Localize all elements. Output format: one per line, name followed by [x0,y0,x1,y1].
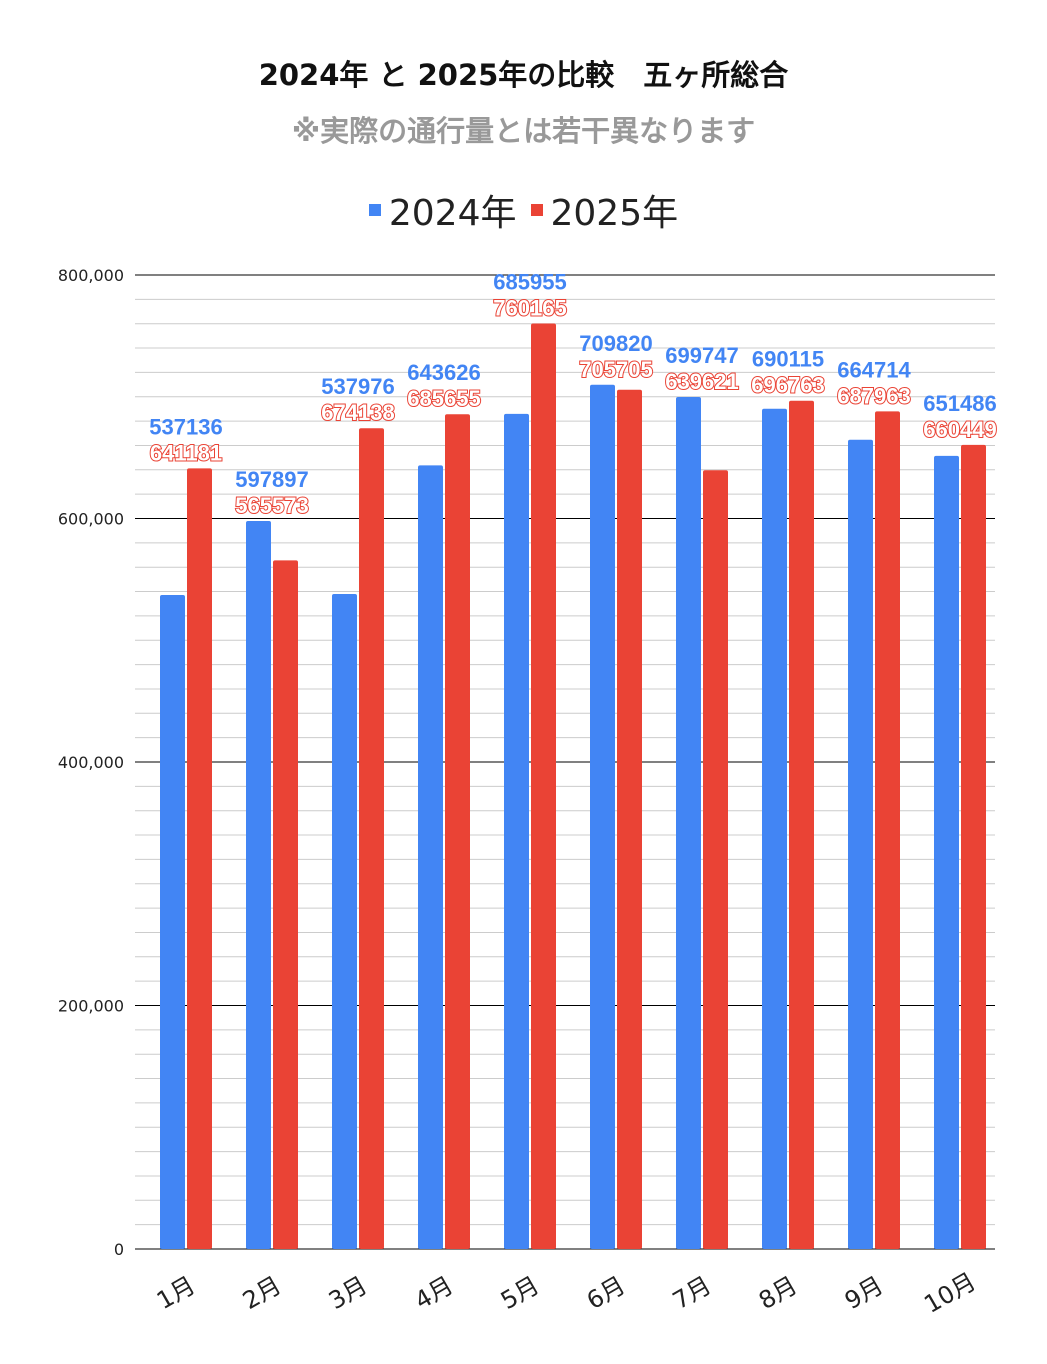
bar-2024 [676,397,701,1250]
data-label-2025: 687963 [837,383,910,408]
data-label-2024: 709820 [579,331,652,356]
data-label-2025: 565573 [235,493,308,518]
data-label-2025: 674138 [321,400,394,425]
bar-2025 [961,444,986,1250]
bar-2025 [273,560,298,1249]
bar-2024 [848,439,873,1249]
legend-swatch [530,204,543,216]
data-label-2024: 537976 [321,374,394,399]
x-tick-label: 8月 [754,1271,802,1315]
bar-2025 [445,414,470,1249]
y-tick-label: 0 [114,1240,124,1259]
x-tick-label: 2月 [238,1271,286,1315]
bar-2025 [531,323,556,1249]
data-label-2024: 643626 [407,360,480,385]
chart-subtitle: ※実際の通行量とは若干異なります [291,114,756,148]
data-label-2025: 685655 [407,386,480,411]
data-label-2025: 696763 [751,373,824,398]
data-label-2025: 641181 [150,440,222,465]
data-label-2024: 664714 [837,357,911,382]
x-tick-label: 5月 [496,1271,544,1315]
bar-2024 [590,384,615,1249]
data-label-2024: 690115 [752,347,824,372]
x-tick-label: 10月 [919,1267,980,1319]
bar-2025 [789,400,814,1249]
bar-2025 [359,428,384,1249]
legend-label: 2024年 [388,193,517,234]
data-label-2024: 537136 [149,414,222,439]
data-label-2024: 685955 [493,269,566,294]
data-label-2025: 705705 [579,357,652,382]
chart-title: 2024年 と 2025年の比較 五ヶ所総合 [258,58,789,92]
data-label-2025: 760165 [493,295,566,320]
x-tick-label: 1月 [152,1271,200,1315]
y-tick-label: 400,000 [58,753,124,772]
x-tick-label: 4月 [410,1271,458,1315]
y-tick-label: 800,000 [58,266,124,285]
data-label-2024: 597897 [235,467,308,492]
x-tick-label: 6月 [582,1271,630,1315]
bar-2025 [875,411,900,1250]
bar-2025 [703,470,728,1249]
bar-2024 [418,465,443,1249]
legend-label: 2025年 [550,193,679,234]
bar-2024 [160,595,185,1249]
x-tick-label: 7月 [668,1271,716,1315]
data-label-2024: 699747 [665,343,738,368]
bar-2024 [504,413,529,1249]
bar-2025 [187,468,212,1249]
legend-item-2025: 2025年 [530,184,679,236]
bar-2024 [332,594,357,1249]
y-tick-label: 200,000 [58,997,124,1016]
x-tick-label: 3月 [324,1271,372,1315]
x-tick-label: 9月 [840,1271,888,1315]
legend-item-2024: 2024年 [368,184,517,236]
legend-swatch [368,204,381,216]
data-label-2025: 660449 [923,417,996,442]
bar-2024 [246,521,271,1249]
legend: 2024年 2025年 [0,184,1047,236]
data-label-2024: 651486 [923,391,996,416]
bar-2024 [762,408,787,1249]
bar-2025 [617,389,642,1249]
bar-2024 [934,455,959,1249]
y-tick-label: 600,000 [58,510,124,529]
data-label-2025: 639621 [665,369,738,394]
